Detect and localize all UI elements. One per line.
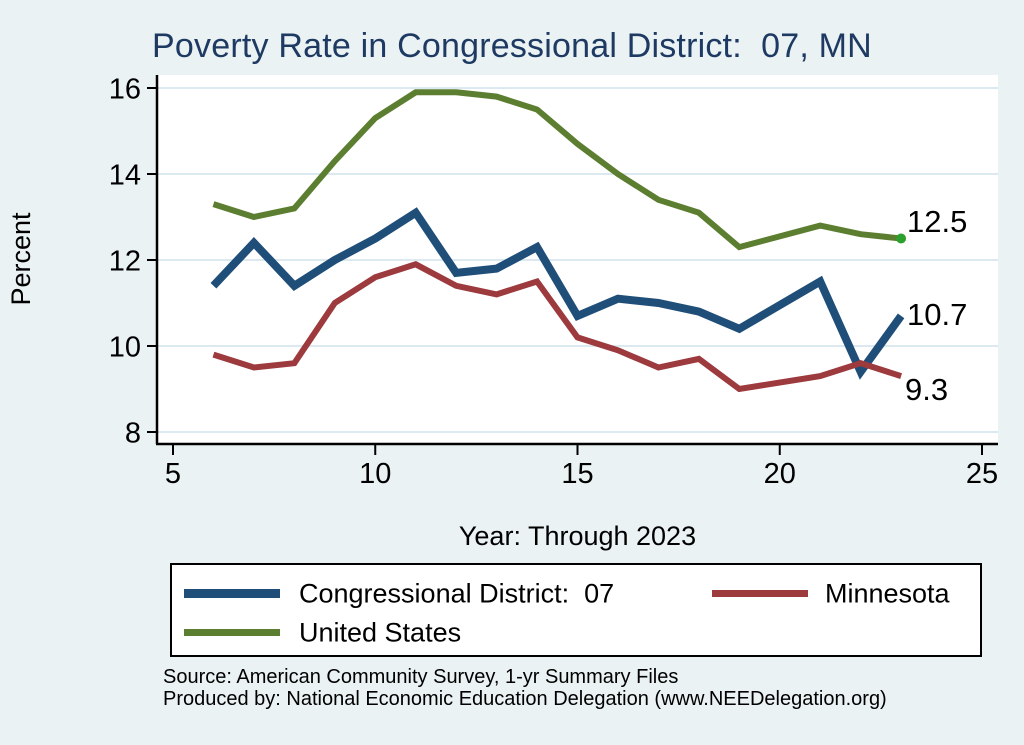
x-tick-label-25: 25 — [966, 458, 998, 490]
end-label-united-states: 12.5 — [907, 204, 968, 239]
chart-title: Poverty Rate in Congressional District: … — [152, 27, 872, 65]
series-line-0 — [210, 207, 905, 380]
y-tick-label-14: 14 — [109, 159, 141, 191]
legend-label-minnesota: Minnesota — [825, 578, 950, 609]
series-line-1 — [212, 261, 903, 393]
legend-swatch-minnesota — [712, 590, 808, 597]
x-tick-label-15: 15 — [561, 458, 593, 490]
legend-label-united-states: United States — [299, 617, 462, 648]
y-tick-label-16: 16 — [109, 73, 141, 105]
legend-swatch-united-states — [184, 629, 280, 636]
end-label-minnesota: 9.3 — [905, 372, 949, 407]
axis-ticks — [147, 87, 983, 455]
y-tick-label-8: 8 — [125, 417, 141, 449]
source-line-1: Source: American Community Survey, 1-yr … — [163, 666, 679, 688]
gridlines — [158, 87, 998, 433]
x-axis-title: Year: Through 2023 — [458, 521, 697, 551]
legend-swatch-district — [184, 589, 280, 598]
source-line-2: Produced by: National Economic Education… — [163, 688, 887, 710]
x-tick-label-10: 10 — [359, 458, 391, 490]
x-tick-label-5: 5 — [165, 458, 181, 490]
axis-tick-labels: 8 10 12 14 16 5 10 15 20 25 — [109, 73, 998, 490]
y-tick-label-12: 12 — [109, 245, 141, 277]
y-tick-label-10: 10 — [109, 331, 141, 363]
series-end-marker-2 — [896, 233, 907, 244]
end-label-district: 10.7 — [907, 297, 968, 332]
source-note: Source: American Community Survey, 1-yr … — [163, 666, 1003, 710]
series-lines — [210, 89, 907, 393]
legend-label-district: Congressional District: 07 — [299, 578, 615, 609]
x-tick-label-20: 20 — [764, 458, 796, 490]
legend: Congressional District: 07 Minnesota Uni… — [170, 563, 982, 657]
series-line-2 — [212, 89, 902, 251]
